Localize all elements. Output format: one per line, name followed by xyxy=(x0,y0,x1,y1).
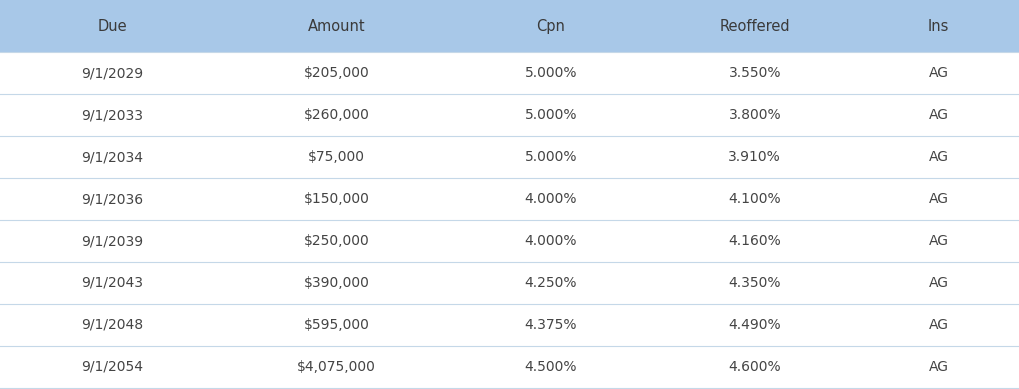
Text: 4.375%: 4.375% xyxy=(524,318,577,332)
Text: 9/1/2036: 9/1/2036 xyxy=(82,192,143,206)
Text: $205,000: $205,000 xyxy=(304,66,369,80)
Text: 4.250%: 4.250% xyxy=(524,276,577,290)
Text: 9/1/2039: 9/1/2039 xyxy=(82,234,143,248)
Text: 3.800%: 3.800% xyxy=(728,108,781,122)
Text: AG: AG xyxy=(927,234,948,248)
Text: $260,000: $260,000 xyxy=(304,108,369,122)
Bar xyxy=(0,52,1019,94)
Text: 4.000%: 4.000% xyxy=(524,234,577,248)
Bar xyxy=(0,262,1019,304)
Text: AG: AG xyxy=(927,276,948,290)
Text: Reoffered: Reoffered xyxy=(718,19,790,33)
Text: 9/1/2043: 9/1/2043 xyxy=(82,276,143,290)
Text: 4.500%: 4.500% xyxy=(524,360,577,374)
Text: $390,000: $390,000 xyxy=(304,276,369,290)
Text: 5.000%: 5.000% xyxy=(524,150,577,164)
Text: Cpn: Cpn xyxy=(536,19,565,33)
Text: AG: AG xyxy=(927,150,948,164)
Text: 9/1/2029: 9/1/2029 xyxy=(82,66,143,80)
Text: 5.000%: 5.000% xyxy=(524,108,577,122)
Text: 5.000%: 5.000% xyxy=(524,66,577,80)
Text: $250,000: $250,000 xyxy=(304,234,369,248)
Text: AG: AG xyxy=(927,192,948,206)
Text: 9/1/2048: 9/1/2048 xyxy=(82,318,143,332)
Text: $150,000: $150,000 xyxy=(304,192,369,206)
Bar xyxy=(0,178,1019,220)
Bar xyxy=(0,346,1019,388)
Bar xyxy=(0,220,1019,262)
Text: AG: AG xyxy=(927,318,948,332)
Text: $75,000: $75,000 xyxy=(308,150,365,164)
Text: 3.910%: 3.910% xyxy=(728,150,781,164)
Bar xyxy=(0,136,1019,178)
Bar xyxy=(0,0,1019,52)
Text: 9/1/2034: 9/1/2034 xyxy=(82,150,143,164)
Text: 4.160%: 4.160% xyxy=(728,234,781,248)
Bar xyxy=(0,304,1019,346)
Text: $595,000: $595,000 xyxy=(304,318,369,332)
Text: 9/1/2054: 9/1/2054 xyxy=(82,360,143,374)
Text: Ins: Ins xyxy=(927,19,948,33)
Text: 3.550%: 3.550% xyxy=(728,66,781,80)
Text: AG: AG xyxy=(927,66,948,80)
Bar xyxy=(0,94,1019,136)
Text: 4.100%: 4.100% xyxy=(728,192,781,206)
Text: AG: AG xyxy=(927,108,948,122)
Text: AG: AG xyxy=(927,360,948,374)
Text: 4.350%: 4.350% xyxy=(728,276,781,290)
Text: Amount: Amount xyxy=(308,19,365,33)
Text: Due: Due xyxy=(97,19,127,33)
Text: 4.490%: 4.490% xyxy=(728,318,781,332)
Text: 4.600%: 4.600% xyxy=(728,360,781,374)
Text: $4,075,000: $4,075,000 xyxy=(297,360,376,374)
Text: 4.000%: 4.000% xyxy=(524,192,577,206)
Text: 9/1/2033: 9/1/2033 xyxy=(82,108,143,122)
